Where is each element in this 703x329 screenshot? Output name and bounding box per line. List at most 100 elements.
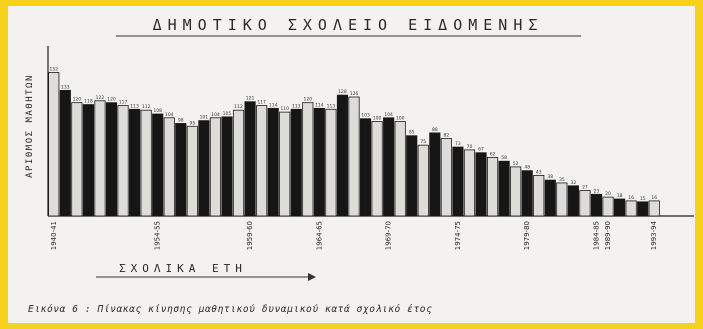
bar-value-label: 104 xyxy=(384,112,393,118)
bar xyxy=(486,157,499,217)
bar xyxy=(417,144,429,217)
bar xyxy=(325,108,337,217)
bar xyxy=(383,117,395,217)
bar-value-label: 152 xyxy=(49,66,58,72)
bar xyxy=(498,160,510,217)
bar xyxy=(429,132,441,217)
bar-value-label: 120 xyxy=(304,97,313,103)
bar-value-label: 85 xyxy=(409,130,415,136)
bar-value-label: 58 xyxy=(501,155,507,161)
bar xyxy=(556,182,568,217)
bar-value-label: 112 xyxy=(234,104,243,110)
bar xyxy=(510,166,522,217)
bar-value-label: 98 xyxy=(178,117,184,123)
bar xyxy=(71,102,83,217)
bar xyxy=(648,200,660,217)
bar xyxy=(590,193,603,217)
bar-value-label: 20 xyxy=(605,191,611,197)
bar-value-label: 120 xyxy=(107,97,116,103)
bar-value-label: 67 xyxy=(478,147,484,153)
bar xyxy=(140,109,152,217)
bar xyxy=(232,109,245,217)
bar-value-label: 101 xyxy=(200,115,209,121)
bar-value-label: 117 xyxy=(257,100,266,106)
x-tick-label: 1969-70 xyxy=(385,221,393,250)
bar xyxy=(406,135,418,217)
bar-value-label: 35 xyxy=(559,177,565,183)
x-tick-label: 1989-90 xyxy=(604,221,612,250)
bar-value-label: 108 xyxy=(153,108,162,114)
bar xyxy=(279,111,291,217)
bar-chart: ΔΗΜΟΤΙΚΟ ΣΧΟΛΕΙΟ ΕΙΔΟΜΕΝΗΣ ΑΡΙΘΜΟΣ ΜΑΘΗΤ… xyxy=(25,16,694,315)
bar-series xyxy=(48,72,660,217)
bar xyxy=(59,89,71,217)
bar-value-label: 114 xyxy=(315,102,324,108)
bar xyxy=(359,118,372,217)
bar-value-label: 32 xyxy=(571,180,577,186)
chart-sheet: ΔΗΜΟΤΙΚΟ ΣΧΟΛΕΙΟ ΕΙΔΟΜΕΝΗΣ ΑΡΙΘΜΟΣ ΜΑΘΗΤ… xyxy=(8,6,695,323)
bar-value-label: 95 xyxy=(189,120,195,126)
bar-value-label: 88 xyxy=(432,127,438,133)
bar xyxy=(256,105,268,217)
bar xyxy=(614,198,626,217)
bar xyxy=(290,108,302,217)
bar-value-label: 105 xyxy=(223,111,232,117)
bar-value-label: 103 xyxy=(361,113,370,119)
x-tick-label: 1964-65 xyxy=(315,221,323,250)
bar xyxy=(533,174,545,217)
x-tick-label: 1984-85 xyxy=(593,221,601,250)
x-tick-label: 1959-60 xyxy=(246,221,254,250)
bar xyxy=(175,123,187,217)
bar xyxy=(82,104,94,217)
bar xyxy=(48,72,60,217)
bar-value-label: 48 xyxy=(524,165,530,171)
bar xyxy=(302,102,314,217)
bar-value-label: 113 xyxy=(130,103,139,109)
bar xyxy=(244,101,256,217)
bar-value-label: 73 xyxy=(455,141,461,147)
bar xyxy=(152,113,164,217)
bar xyxy=(348,96,360,217)
bar xyxy=(463,149,476,217)
bar xyxy=(186,125,198,217)
bar-value-label: 117 xyxy=(119,100,128,106)
bar xyxy=(440,138,452,217)
bar xyxy=(163,117,175,217)
bar-value-label: 70 xyxy=(467,144,473,150)
bar xyxy=(394,121,406,217)
bar xyxy=(267,107,279,217)
bar xyxy=(579,190,591,217)
x-tick-labels: 1940-41 1954-55 1959-60 1964-65 1969-70 1974-… xyxy=(50,220,658,250)
bar-value-label: 112 xyxy=(142,104,151,110)
bar-value-label: 23 xyxy=(594,188,600,194)
bar xyxy=(129,108,141,217)
bar xyxy=(221,116,233,217)
arrowhead-icon xyxy=(308,273,316,281)
bar xyxy=(313,107,325,217)
bar-value-label: 113 xyxy=(292,103,301,109)
bar-value-label: 100 xyxy=(396,116,405,122)
bar-value-label: 16 xyxy=(651,195,657,201)
bar xyxy=(117,105,129,217)
bar-value-label: 122 xyxy=(96,95,105,101)
bar-value-label: 118 xyxy=(84,99,93,105)
bar-value-label: 120 xyxy=(73,97,82,103)
bar xyxy=(625,200,637,217)
bar-value-label: 113 xyxy=(327,103,336,109)
bar xyxy=(198,120,210,217)
bar xyxy=(209,117,222,217)
bar-value-label: 18 xyxy=(617,193,623,199)
bar xyxy=(544,179,556,217)
bar-value-label: 16 xyxy=(628,195,634,201)
x-axis-label: ΣΧΟΛΙΚΑ ΕΤΗ xyxy=(119,262,247,275)
bar xyxy=(602,196,614,217)
bar xyxy=(105,102,118,217)
bar-value-label: 128 xyxy=(338,89,347,95)
x-tick-label: 1974-75 xyxy=(454,221,462,250)
bar-value-label: 121 xyxy=(246,96,255,102)
bar xyxy=(475,152,487,217)
bar-value-label: 114 xyxy=(269,102,278,108)
bar-value-label: 52 xyxy=(513,161,519,167)
bar xyxy=(637,201,649,217)
